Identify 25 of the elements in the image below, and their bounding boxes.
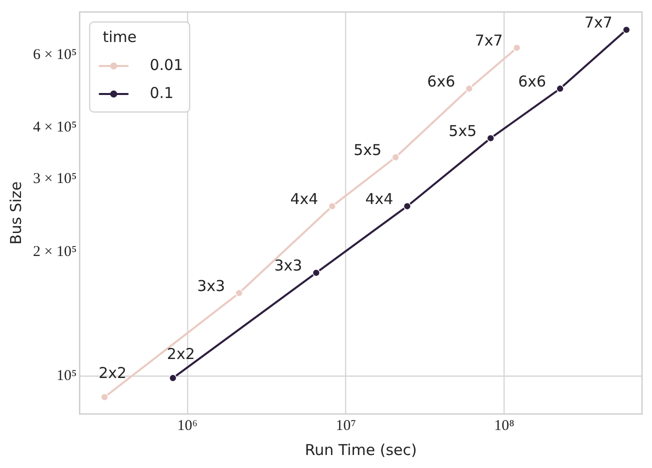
annotation: 6x6 xyxy=(427,72,456,91)
y-tick-label: 6 × 10⁵ xyxy=(32,46,77,63)
annotation: 7x7 xyxy=(474,32,503,50)
x-tick-label: 10⁸ xyxy=(494,418,514,434)
y-tick-label: 2 × 10⁵ xyxy=(32,244,77,260)
annotation: 3x3 xyxy=(197,276,226,295)
x-tick-label: 10⁶ xyxy=(177,418,198,434)
annotation: 2x2 xyxy=(166,344,195,363)
annotation: 5x5 xyxy=(448,122,477,140)
annotation: 6x6 xyxy=(518,72,546,91)
legend-label: 0.1 xyxy=(150,84,174,102)
y-tick-label: 4 × 10⁵ xyxy=(32,120,77,136)
annotation: 4x4 xyxy=(290,190,318,208)
legend-label: 0.01 xyxy=(150,56,184,74)
y-tick-label: 10⁵ xyxy=(56,368,77,384)
legend-title: time xyxy=(102,28,137,46)
annotation: 5x5 xyxy=(354,141,382,160)
annotation: 3x3 xyxy=(274,256,302,275)
annotation: 4x4 xyxy=(365,190,394,208)
x-axis-title: Run Time (sec) xyxy=(304,440,417,459)
y-tick-label: 3 × 10⁵ xyxy=(32,171,77,188)
x-tick-label: 10⁷ xyxy=(336,418,356,434)
annotation: 7x7 xyxy=(584,14,612,32)
annotation: 2x2 xyxy=(98,364,127,382)
y-axis-title: Bus Size xyxy=(6,181,25,245)
